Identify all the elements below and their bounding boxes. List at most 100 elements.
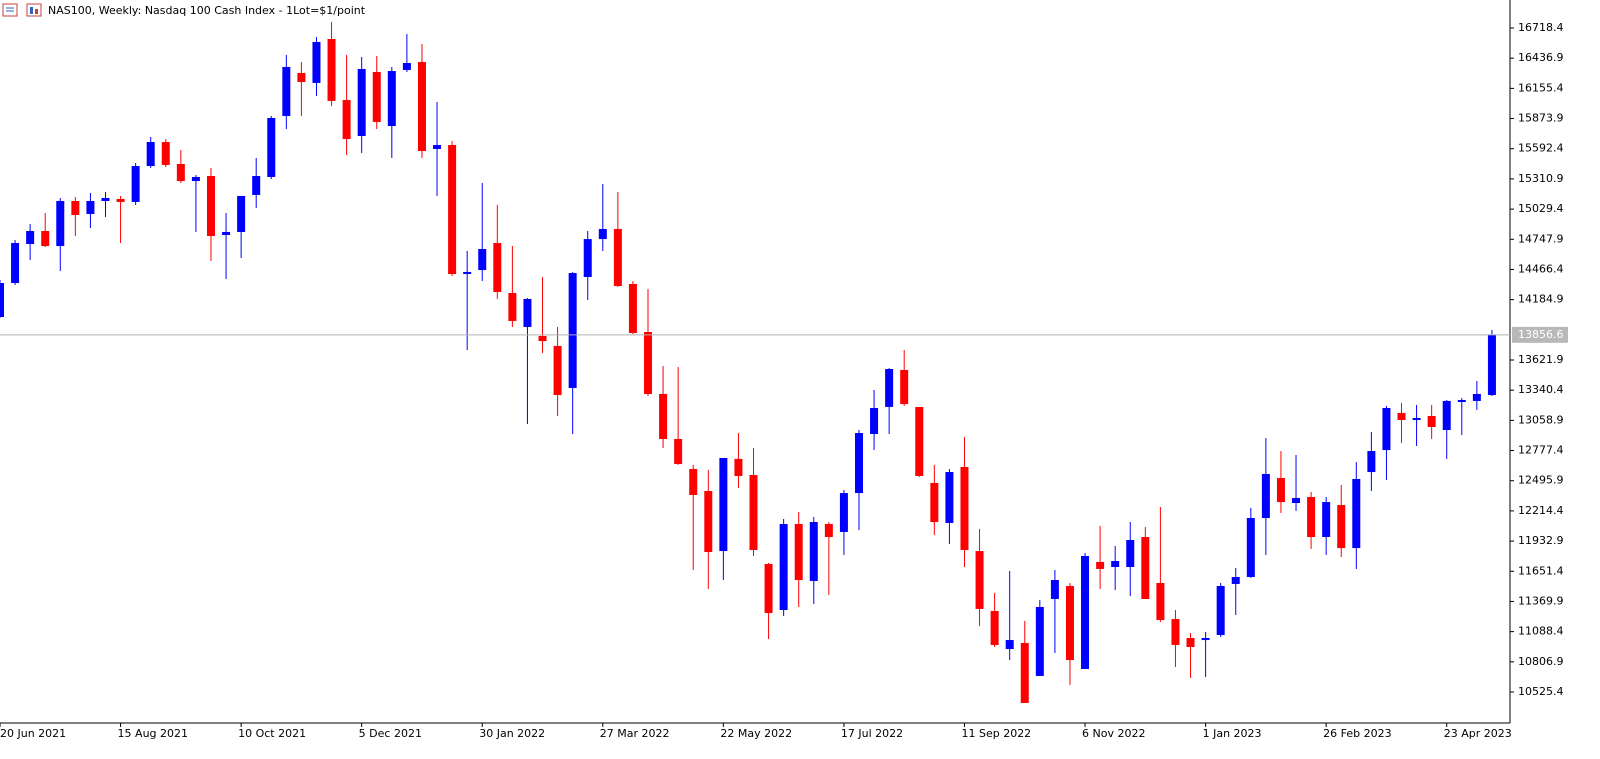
toolbar-icons [2,3,42,17]
y-tick-label: 12777.4 [1518,444,1564,457]
candle-body [357,69,366,137]
y-tick-label: 12495.9 [1518,474,1564,487]
y-tick-label: 11932.9 [1518,534,1564,547]
y-tick-label: 14747.9 [1518,232,1564,245]
candle-body [885,368,894,407]
candle-body [854,433,863,494]
y-tick-label: 15029.4 [1518,202,1564,215]
icon-bar [30,7,33,14]
candle-body [704,491,713,553]
candle-body [463,271,472,275]
candle-body [809,521,818,581]
candle-body [628,283,637,333]
candle-body [1201,637,1210,641]
chart-title: NAS100, Weekly: Nasdaq 100 Cash Index - … [48,4,366,17]
candle-body [1231,576,1240,584]
candle-body [0,283,4,317]
candle-body [1322,502,1331,538]
candle-body [1246,518,1255,577]
current-price-box [1512,326,1568,343]
candle-body [960,466,969,550]
y-tick-label: 16718.4 [1518,21,1564,34]
y-tick-label: 11369.9 [1518,594,1564,607]
candle-body [900,369,909,404]
candle-body [945,472,954,523]
candle-body [1261,473,1270,519]
candle-body [598,228,607,240]
candle-body [508,292,517,321]
candle-body [583,239,592,278]
candle-body [553,345,562,396]
x-tick-label: 1 Jan 2023 [1203,727,1262,740]
candle-body [116,198,125,202]
x-tick-label: 15 Aug 2021 [118,727,188,740]
candle-body [674,439,683,464]
x-tick-label: 17 Jul 2022 [841,727,903,740]
candle-body [1005,640,1014,650]
candle-body [342,99,351,140]
candle-body [930,482,939,522]
y-tick-label: 11088.4 [1518,625,1564,638]
candle-body [448,145,457,275]
candle-body [1487,334,1496,396]
candle-body [1367,451,1376,473]
candle-body [297,72,306,82]
candle-body [659,393,668,440]
candle-body [1292,497,1301,504]
candle-body [1096,561,1105,569]
candle-body [824,524,833,538]
y-tick-label: 10525.4 [1518,685,1564,698]
candle-body [1276,478,1285,503]
candle-body [734,458,743,476]
y-tick-label: 15592.4 [1518,142,1564,155]
candle-body [1035,607,1044,676]
candle-body [644,332,653,394]
y-tick-label: 16155.4 [1518,81,1564,94]
candle-body [779,524,788,611]
y-tick-label: 15873.9 [1518,112,1564,125]
candle-body [237,195,246,232]
candle-body [1412,417,1421,421]
candle-body [252,176,261,195]
candle-body [267,118,276,177]
candle-body [101,197,110,201]
x-tick-label: 22 May 2022 [720,727,792,740]
x-tick-label: 11 Sep 2022 [961,727,1031,740]
candle-body [56,200,65,247]
candle-body [327,38,336,101]
candle-body [1141,537,1150,599]
candle-body [41,231,50,247]
candle-body [402,63,411,70]
candle-body [1427,415,1436,427]
candle-body [1216,585,1225,635]
icon-list [2,3,18,17]
y-tick-label: 13621.9 [1518,353,1564,366]
candle-body [719,457,728,552]
x-tick-label: 27 Mar 2022 [600,727,670,740]
x-tick-label: 10 Oct 2021 [238,727,306,740]
candle-body [1442,400,1451,431]
candle-body [990,610,999,645]
icon-bar [35,9,38,14]
icon-chart [26,3,42,17]
candle-body [1352,478,1361,549]
y-tick-label: 10806.9 [1518,655,1564,668]
candle-body [1472,393,1481,401]
candle-body [1457,399,1466,403]
candle-body [176,163,185,182]
y-tick-label: 12214.4 [1518,504,1564,517]
y-tick-label: 16436.9 [1518,51,1564,64]
y-tick-label: 14184.9 [1518,293,1564,306]
candle-body [1337,505,1346,549]
candle-body [1020,643,1029,703]
candle-body [1126,540,1135,568]
y-tick-label: 13058.9 [1518,413,1564,426]
candle-body [1307,497,1316,538]
candle-body [1186,637,1195,648]
x-tick-label: 23 Apr 2023 [1444,727,1512,740]
candle-body [1050,579,1059,599]
candle-body [1081,555,1090,669]
candle-body [839,493,848,532]
candle-body [222,231,231,235]
